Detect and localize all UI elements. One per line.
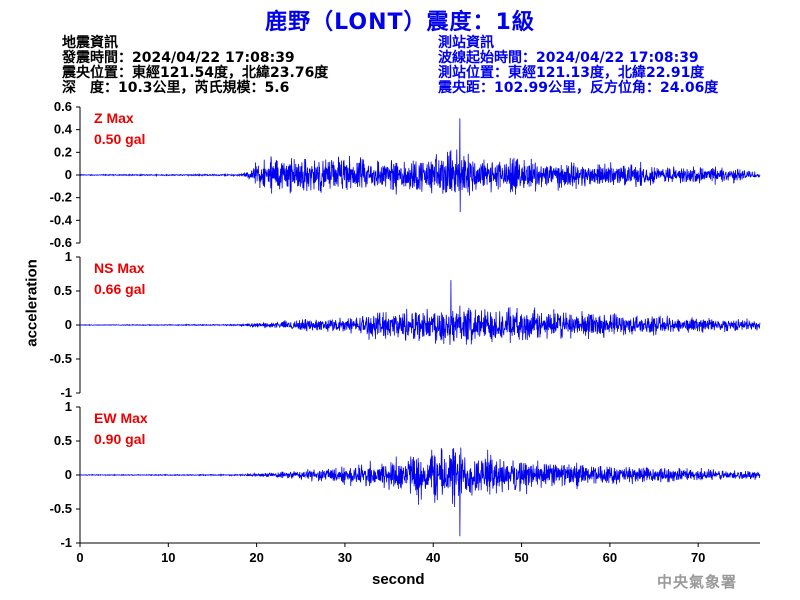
panels-group: -0.6-0.4-0.200.20.40.6-1-0.500.51-1-0.50… [50, 99, 761, 565]
y-tick: -0.6 [50, 235, 80, 250]
panel-z: -0.6 -0.4 -0.2 0 0.2 0.4 0.6 [50, 99, 761, 250]
y-tick-label: 0 [65, 467, 72, 482]
y-tick: -1 [60, 535, 80, 550]
y-tick-label: 1 [65, 249, 72, 264]
y-tick: 0 [65, 317, 80, 332]
chart-title: 鹿野（LONT）震度：1級 [265, 10, 535, 35]
waveform-trace-ew [79, 447, 761, 537]
ew-max-label: EW Max 0.90 gal [94, 408, 148, 450]
y-tick-label: 0.4 [54, 122, 73, 137]
y-tick-label: 1 [65, 399, 72, 414]
y-tick-label: -1 [60, 535, 72, 550]
y-tick-label: -0.4 [50, 212, 73, 227]
depth-magnitude: 深 度：10.3公里，芮氏規模：5.6 [62, 80, 290, 96]
y-tick-label: 0.2 [54, 144, 72, 159]
z-max-value: 0.50 gal [94, 131, 146, 147]
x-tick: 30 [338, 543, 352, 565]
panel-ns: -1 -0.5 0 0.5 1 [50, 249, 761, 400]
y-tick-label: -0.6 [50, 235, 72, 250]
y-tick-label: 0 [65, 317, 72, 332]
y-tick-label: -0.5 [50, 501, 72, 516]
ew-max-title: EW Max [94, 410, 148, 426]
origin-time: 發震時間：2024/04/22 17:08:39 [62, 50, 295, 66]
x-tick: 0 [76, 543, 84, 565]
y-tick: 0 [65, 167, 80, 182]
y-tick: 0.6 [54, 99, 80, 114]
y-tick: -0.2 [50, 190, 80, 205]
y-tick: -0.5 [50, 501, 80, 516]
y-tick: 0.5 [54, 433, 80, 448]
y-tick: 0 [65, 467, 80, 482]
y-tick: 1 [65, 249, 80, 264]
y-tick: 0.4 [54, 122, 80, 137]
z-max-title: Z Max [94, 110, 134, 126]
x-axis-label: second [372, 571, 425, 588]
y-tick-label: 0.5 [54, 433, 72, 448]
ns-max-label: NS Max 0.66 gal [94, 258, 145, 300]
z-max-label: Z Max 0.50 gal [94, 108, 145, 150]
y-tick-label: 0 [65, 167, 72, 182]
y-tick: -1 [60, 385, 80, 400]
epicentral-distance: 震央距：102.99公里，反方位角：24.06度 [438, 80, 719, 96]
x-tick-label: 70 [691, 550, 705, 565]
x-tick-label: 50 [514, 550, 528, 565]
x-tick-label: 40 [426, 550, 440, 565]
waveform-trace-z [79, 118, 761, 213]
x-tick: 10 [161, 543, 176, 565]
agency-watermark: 中央氣象署 [657, 573, 738, 591]
station-info-header: 測站資訊 [438, 35, 494, 51]
ew-max-value: 0.90 gal [94, 431, 146, 447]
epicenter-location: 震央位置：東經121.54度，北緯23.76度 [62, 65, 329, 81]
x-tick: 60 [603, 543, 617, 565]
y-tick: 1 [65, 399, 80, 414]
x-tick-label: 0 [76, 550, 83, 565]
x-tick-label: 10 [161, 550, 175, 565]
y-tick-label: 0.5 [54, 283, 72, 298]
x-tick-label: 30 [338, 550, 352, 565]
x-tick: 20 [249, 543, 264, 565]
y-tick-label: -0.2 [50, 190, 72, 205]
x-tick: 50 [514, 543, 529, 565]
y-tick: -0.5 [50, 351, 80, 366]
y-tick-label: -1 [60, 385, 72, 400]
x-tick: 40 [426, 543, 440, 565]
ns-max-title: NS Max [94, 260, 145, 276]
event-info-block: 地震資訊 發震時間：2024/04/22 17:08:39 震央位置：東經121… [62, 36, 328, 96]
station-location: 測站位置：東經121.13度，北緯22.91度 [438, 65, 705, 81]
x-tick: 70 [691, 543, 705, 565]
y-tick-label: -0.5 [50, 351, 72, 366]
station-info-block: 測站資訊 波線起始時間：2024/04/22 17:08:39 測站位置：東經1… [438, 36, 718, 96]
panel-ew: -1-0.500.510 10 20 30 40 50 60 70 [50, 399, 761, 565]
waveform-trace-ns [79, 280, 761, 345]
y-tick-label: 0.6 [54, 99, 72, 114]
y-tick: 0.2 [54, 144, 80, 159]
x-tick-label: 60 [603, 550, 617, 565]
x-tick-label: 20 [249, 550, 263, 565]
y-axis-label: acceleration [23, 259, 41, 347]
event-info-header: 地震資訊 [62, 35, 118, 51]
wave-start-time: 波線起始時間：2024/04/22 17:08:39 [438, 50, 699, 66]
y-tick: -0.4 [50, 212, 80, 227]
y-tick: 0.5 [54, 283, 80, 298]
ns-max-value: 0.66 gal [94, 281, 146, 297]
